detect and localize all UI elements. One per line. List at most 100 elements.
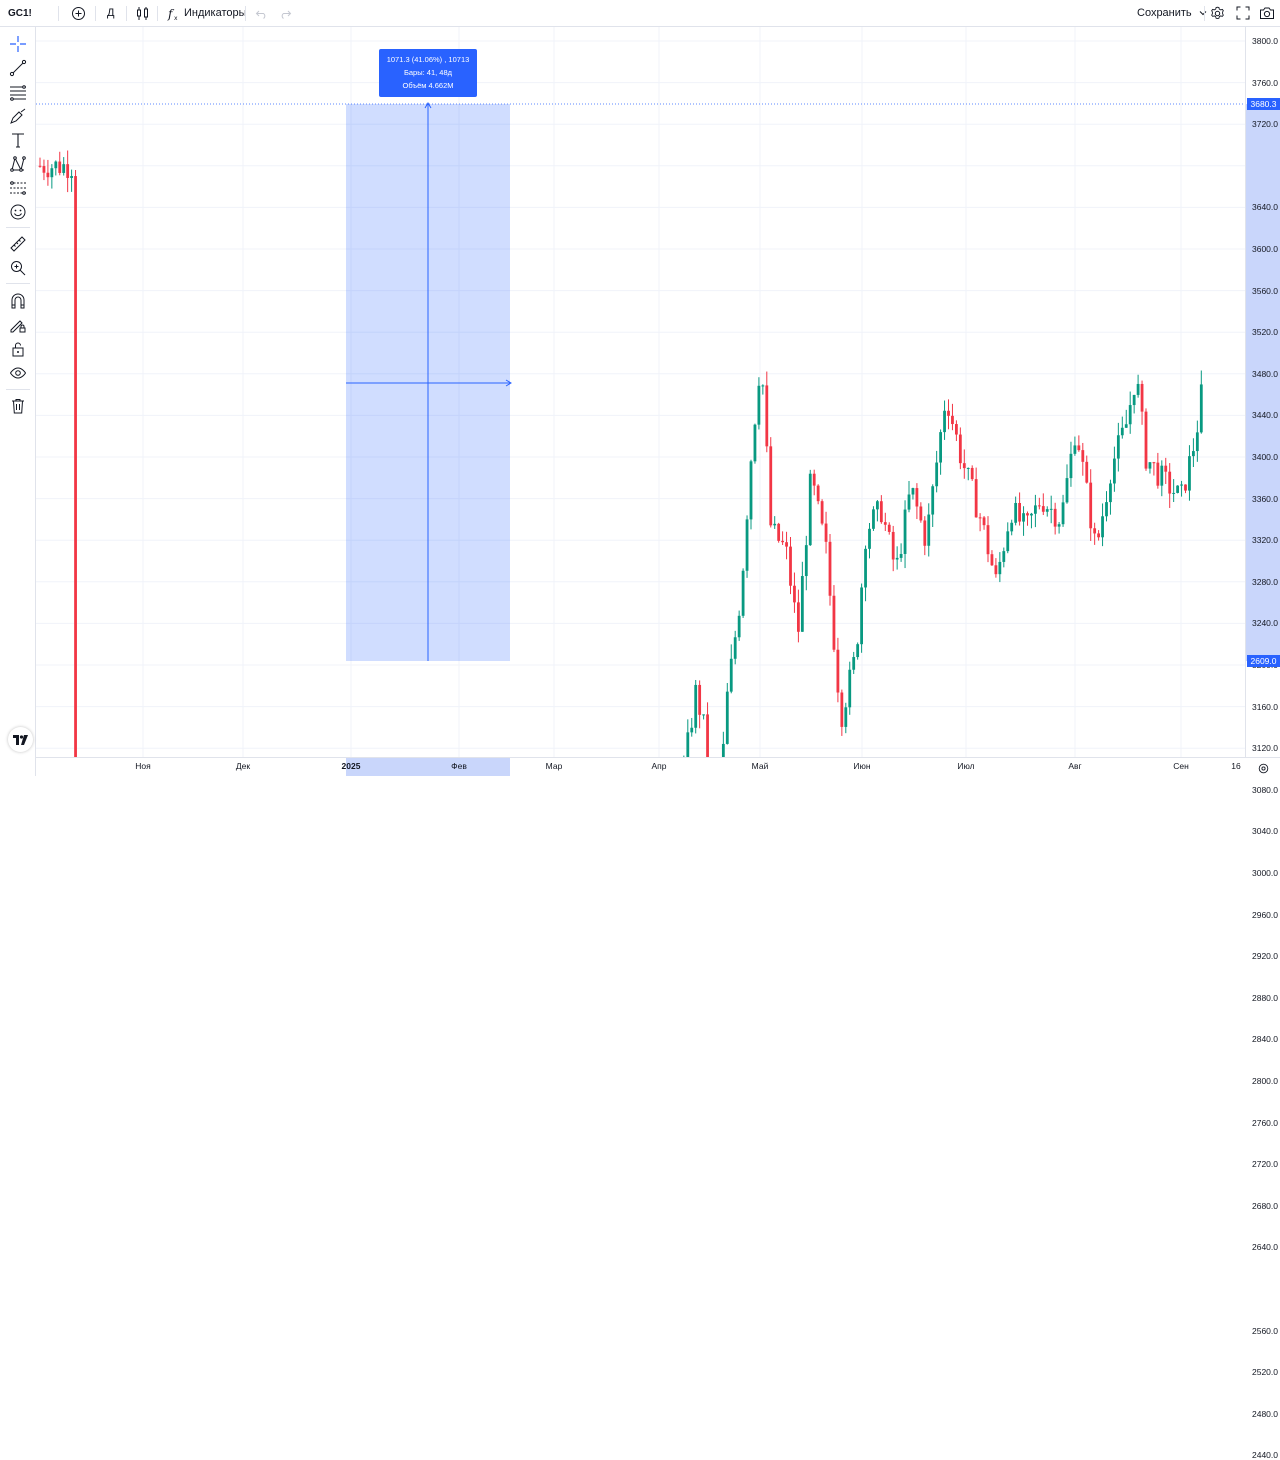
interval-label: Д <box>107 7 115 19</box>
price-tick-label: 3640.0 <box>1252 202 1278 213</box>
candle-body <box>1010 522 1014 532</box>
candle <box>1085 455 1089 484</box>
candle <box>725 682 729 745</box>
time-axis[interactable]: Ноя Дек 2025 Фев Мар Апр Май Июн Июл Авг Сен 16 <box>36 757 1280 776</box>
candle <box>793 572 796 613</box>
price-axis[interactable]: 3800.0 3760.0 3720.0 3640.0 3600.0 3560.0 3520… <box>1245 27 1280 1460</box>
candles-icon <box>137 6 148 20</box>
candle <box>694 679 698 734</box>
remove-drawings-tool[interactable] <box>7 395 29 417</box>
chart-type-button[interactable] <box>135 0 150 26</box>
settings-button[interactable] <box>1210 0 1225 26</box>
crosshair-tool[interactable] <box>7 33 29 55</box>
candle-body <box>38 165 42 167</box>
candle-body <box>1136 383 1140 395</box>
candle <box>931 484 935 528</box>
save-button[interactable]: Сохранить <box>1137 0 1207 26</box>
candle <box>907 480 911 513</box>
candle-body <box>769 446 773 526</box>
stay-in-drawing-mode-tool[interactable] <box>7 314 29 336</box>
candle-body <box>690 727 694 733</box>
redo-button[interactable] <box>279 0 292 26</box>
candle-body <box>1101 516 1104 538</box>
magnet-tool[interactable] <box>7 290 29 312</box>
price-tick-label: 3560.0 <box>1252 285 1278 296</box>
candle <box>998 552 1002 583</box>
candle-body <box>919 506 923 521</box>
candle-body <box>1030 513 1033 516</box>
candle <box>836 637 840 703</box>
candle <box>1006 522 1010 554</box>
ruler-tool[interactable] <box>7 233 29 255</box>
trend-line-tool[interactable] <box>7 57 29 79</box>
candle-body <box>931 486 935 515</box>
hide-drawings-tool[interactable] <box>7 362 29 384</box>
zoom-in-icon <box>11 261 26 276</box>
chart-canvas[interactable] <box>36 27 1245 757</box>
candle-body <box>1184 484 1187 491</box>
interval-button[interactable]: Д <box>107 0 114 26</box>
candle-body <box>923 520 927 546</box>
plus-circle-icon <box>72 6 85 20</box>
candle-body <box>848 669 852 708</box>
candle <box>876 500 879 522</box>
candle <box>828 534 832 606</box>
fib-retracement-tool[interactable] <box>7 81 29 103</box>
candle <box>1014 496 1018 526</box>
range-low-badge: 2609.0 <box>1247 655 1280 667</box>
undo-button[interactable] <box>255 0 268 26</box>
lock-drawings-tool[interactable] <box>7 338 29 360</box>
candle <box>1053 502 1057 535</box>
pattern-tool[interactable] <box>7 153 29 175</box>
prediction-tool[interactable] <box>7 177 29 199</box>
brush-tool[interactable] <box>7 105 29 127</box>
compare-symbol-button[interactable] <box>71 0 86 26</box>
text-tool[interactable] <box>7 129 29 151</box>
candle <box>986 516 990 563</box>
candle <box>1113 446 1116 492</box>
gear-icon <box>1258 763 1269 774</box>
snapshot-button[interactable] <box>1259 0 1275 26</box>
price-tick-label: 3520.0 <box>1252 327 1278 338</box>
candle-body <box>891 531 895 560</box>
candle <box>745 515 749 578</box>
candle-body <box>773 523 777 526</box>
candle-body <box>761 385 765 387</box>
crosshair-icon <box>10 36 26 52</box>
icon-tool[interactable] <box>7 201 29 223</box>
magnet-icon <box>11 293 25 309</box>
tradingview-logo[interactable] <box>8 727 33 752</box>
candle-body <box>1195 432 1199 452</box>
candle <box>62 157 66 176</box>
candle-body <box>820 501 824 524</box>
candle-body <box>958 434 962 464</box>
candle-body <box>872 509 875 529</box>
candle <box>943 400 946 440</box>
candle-body <box>765 385 769 447</box>
candle-body <box>698 684 702 715</box>
chevron-down-icon <box>1199 11 1207 16</box>
candle-body <box>1124 424 1128 428</box>
candle <box>844 702 848 734</box>
candle-body <box>1120 427 1124 436</box>
candle <box>1002 547 1006 568</box>
candle-body <box>789 546 792 586</box>
chart-grid <box>36 27 1245 757</box>
time-tick-label: Мар <box>545 761 563 771</box>
candle-body <box>1199 384 1203 433</box>
fullscreen-button[interactable] <box>1236 0 1250 26</box>
symbol-button[interactable]: GC1! <box>8 0 32 26</box>
eye-icon <box>9 367 27 379</box>
candle-body <box>915 488 919 507</box>
candle-body <box>793 585 796 603</box>
candle-body <box>1097 533 1100 538</box>
time-tick-label: Май <box>751 761 769 771</box>
candle-body <box>797 602 800 632</box>
chart-pane[interactable]: 1071.3 (41.06%) , 10713 Бары: 41, 48д Об… <box>36 27 1245 757</box>
candle-body <box>895 557 899 560</box>
candle <box>1164 457 1168 484</box>
axis-settings-button[interactable] <box>1258 761 1269 779</box>
candle <box>848 661 852 715</box>
zoom-tool[interactable] <box>7 257 29 279</box>
